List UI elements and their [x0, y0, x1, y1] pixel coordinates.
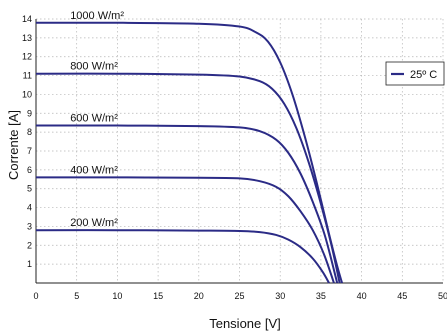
y-tick-label: 8: [27, 127, 32, 137]
irradiance-label: 1000 W/m²: [70, 10, 124, 22]
iv-curve-line: [35, 124, 339, 284]
y-tick-label: 13: [22, 33, 32, 43]
x-tick-label: 10: [112, 291, 122, 301]
x-tick-label: 0: [33, 291, 38, 301]
y-tick-label: 7: [27, 146, 32, 156]
y-tick-label: 4: [27, 203, 32, 213]
y-tick-label: 2: [27, 240, 32, 250]
x-tick-label: 50: [438, 291, 447, 301]
x-tick-label: 30: [275, 291, 285, 301]
y-tick-label: 10: [22, 89, 32, 99]
x-tick-label: 45: [397, 291, 407, 301]
legend: 25º C: [385, 61, 445, 86]
y-tick-label: 3: [27, 221, 32, 231]
curve-labels: 1000 W/m² 800 W/m² 600 W/m² 400 W/m² 200 W/m…: [70, 10, 124, 229]
x-axis-title: Tensione [V]: [209, 316, 281, 331]
y-tick-label: 6: [27, 165, 32, 175]
series-lines: [35, 21, 344, 284]
iv-curve-line: [35, 176, 335, 284]
y-tick-label: 14: [22, 14, 32, 24]
x-tick-label: 5: [74, 291, 79, 301]
x-tick-labels: 0 5 10 15 20 25 30 35 40 45 50: [33, 291, 447, 301]
irradiance-label: 600 W/m²: [70, 113, 118, 125]
x-tick-label: 40: [357, 291, 367, 301]
y-tick-label: 9: [27, 108, 32, 118]
legend-box: [385, 61, 445, 86]
iv-curve-line: [35, 229, 330, 284]
y-axis-title: Corrente [A]: [6, 110, 21, 180]
x-tick-label: 25: [234, 291, 244, 301]
y-tick-label: 1: [27, 259, 32, 269]
grid: [36, 18, 444, 283]
x-tick-label: 35: [316, 291, 326, 301]
irradiance-label: 800 W/m²: [70, 61, 118, 73]
irradiance-label: 200 W/m²: [70, 217, 118, 229]
axes: [35, 19, 443, 284]
x-tick-label: 20: [194, 291, 204, 301]
legend-label: 25º C: [410, 69, 437, 81]
y-tick-label: 5: [27, 184, 32, 194]
y-tick-label: 11: [23, 71, 32, 81]
x-tick-label: 15: [153, 291, 163, 301]
y-tick-label: 12: [22, 52, 32, 62]
irradiance-label: 400 W/m²: [70, 164, 118, 176]
iv-curve-line: [35, 72, 341, 284]
